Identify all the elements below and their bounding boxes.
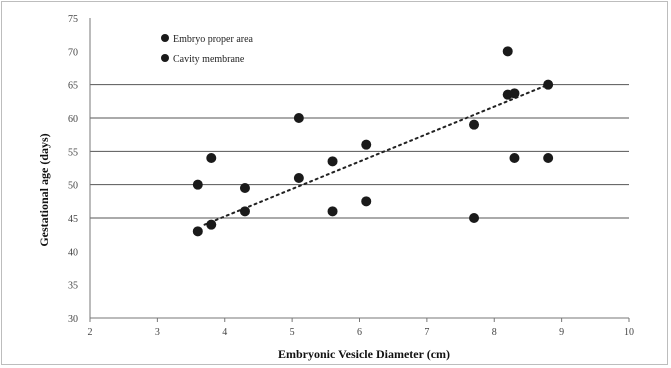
embryo-proper-point	[327, 156, 338, 167]
cavity-membrane-point	[543, 153, 554, 163]
legend-label: Cavity membrane	[173, 54, 245, 65]
legend-label: Embryo proper area	[173, 34, 254, 45]
cavity-membrane-point	[509, 153, 520, 163]
embryo-proper-point	[543, 79, 554, 90]
embryo-proper-point	[509, 88, 520, 99]
x-tick-label: 5	[290, 327, 295, 338]
legend-marker	[161, 34, 169, 42]
y-tick-label: 70	[68, 47, 78, 58]
cavity-membrane-point	[239, 183, 250, 193]
x-tick-labels: 2 3 4 5 6 7 8 9 10	[88, 318, 634, 338]
embryo-proper-point	[192, 226, 203, 237]
y-axis-title: Gestational age (days)	[37, 133, 51, 246]
cavity-membrane-point	[469, 213, 480, 223]
x-tick-label: 7	[424, 327, 429, 338]
embryo-proper-point	[206, 219, 217, 230]
embryo-proper-point	[469, 119, 480, 130]
cavity-membrane-point	[206, 153, 217, 163]
x-tick-label: 9	[559, 327, 564, 338]
y-tick-label: 40	[68, 247, 78, 258]
legend: Embryo proper area Cavity membrane	[161, 34, 254, 65]
data-points	[192, 46, 554, 237]
trendline-line	[203, 83, 550, 226]
y-tick-label: 45	[68, 214, 78, 225]
x-tick-label: 6	[357, 327, 362, 338]
y-tick-label: 50	[68, 181, 78, 192]
y-tick-labels: 30 35 40 45 50 55 60 65 70 75	[68, 14, 78, 325]
x-tick-label: 2	[88, 327, 93, 338]
embryo-proper-point	[361, 139, 372, 150]
y-tick-label: 55	[68, 147, 78, 158]
cavity-membrane-point	[502, 46, 513, 57]
cavity-membrane-point	[192, 179, 203, 190]
trendline	[203, 83, 550, 226]
y-tick-label: 60	[68, 114, 78, 125]
axes	[89, 18, 629, 319]
grid-lines	[90, 84, 629, 219]
cavity-membrane-point	[361, 196, 372, 207]
embryo-proper-point	[293, 173, 304, 183]
x-tick-label: 8	[492, 327, 497, 338]
y-tick-label: 75	[68, 14, 78, 25]
x-tick-label: 3	[155, 327, 160, 338]
x-axis-title: Embryonic Vesicle Diameter (cm)	[278, 347, 450, 361]
x-tick-label: 4	[222, 327, 227, 338]
x-tick-label: 10	[624, 327, 634, 338]
embryo-proper-point	[239, 206, 250, 217]
cavity-membrane-point	[293, 113, 304, 123]
cavity-membrane-point	[327, 206, 338, 217]
y-tick-label: 30	[68, 314, 78, 325]
y-tick-label: 35	[68, 281, 78, 292]
legend-marker	[161, 54, 169, 62]
y-tick-label: 65	[68, 81, 78, 92]
